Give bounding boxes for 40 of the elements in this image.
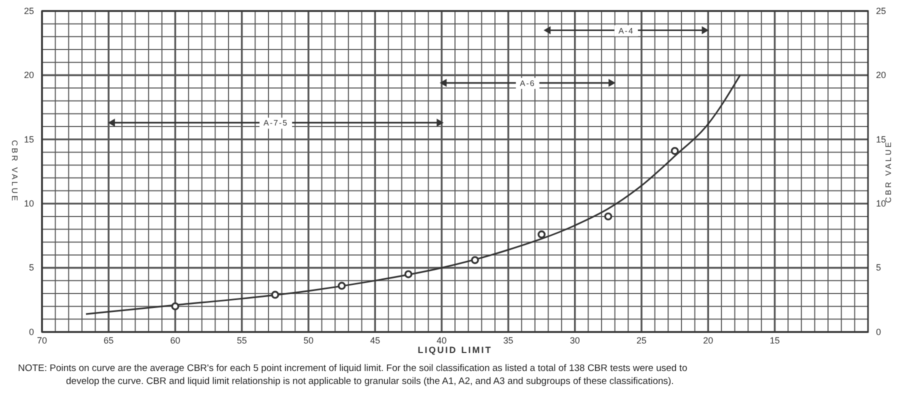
y2-tick-label: 20 (876, 70, 886, 80)
text: NOTE: Points on curve are the average CBR's for each 5 point increment of liquid limit. For the soil classification as listed a total of 138 CBR tests were used to develop the curve. CBR and liquid limit relationship is not applicable to granular soils (the A1, A2, and A3 and subgroups of these classifications). (18, 362, 688, 388)
x-tick-label: 15 (770, 335, 780, 346)
line-series (85, 74, 741, 315)
annotation: A-7-5 (264, 118, 288, 128)
x-tick-label: 60 (170, 335, 180, 346)
x-tick-label: 65 (104, 335, 114, 346)
y-tick-label: 20 (24, 70, 34, 80)
y-tick-label: 10 (24, 198, 34, 208)
point (538, 230, 546, 238)
point (670, 146, 679, 155)
x-tick-label: 25 (636, 335, 647, 346)
x-tick-label: 20 (703, 335, 714, 346)
y2-tick-label: 10 (876, 198, 886, 208)
y2-tick-label: 15 (876, 134, 886, 144)
x-tick-label: 70 (36, 335, 48, 346)
x-tick-label: 50 (303, 335, 314, 346)
point (404, 270, 412, 278)
point (604, 212, 612, 220)
y2-axis-title: CBR VALUE (884, 140, 893, 203)
annotation: A-4 (618, 26, 634, 36)
y-tick-label: 15 (24, 134, 34, 144)
x-tick-label: 55 (236, 335, 247, 346)
y-tick-label: 0 (28, 326, 34, 337)
x-tick-label: 35 (503, 335, 514, 346)
y2-tick-label: 0 (876, 326, 882, 337)
x-axis-title: LIQUID LIMIT (418, 345, 492, 355)
y-tick-label: 25 (24, 6, 34, 16)
x-tick-label: 30 (570, 335, 580, 346)
x-tick-label: 40 (436, 335, 447, 346)
y-axis-title: CBR VALUE (10, 140, 19, 203)
point (338, 282, 346, 290)
x-tick-label: 45 (370, 335, 380, 346)
y-tick-label: 5 (28, 262, 34, 273)
y2-tick-label: 25 (876, 6, 886, 16)
point (470, 256, 479, 264)
y2-tick-label: 5 (876, 262, 882, 273)
point (171, 302, 180, 310)
point (271, 290, 280, 299)
annotation: A-6 (520, 78, 536, 88)
